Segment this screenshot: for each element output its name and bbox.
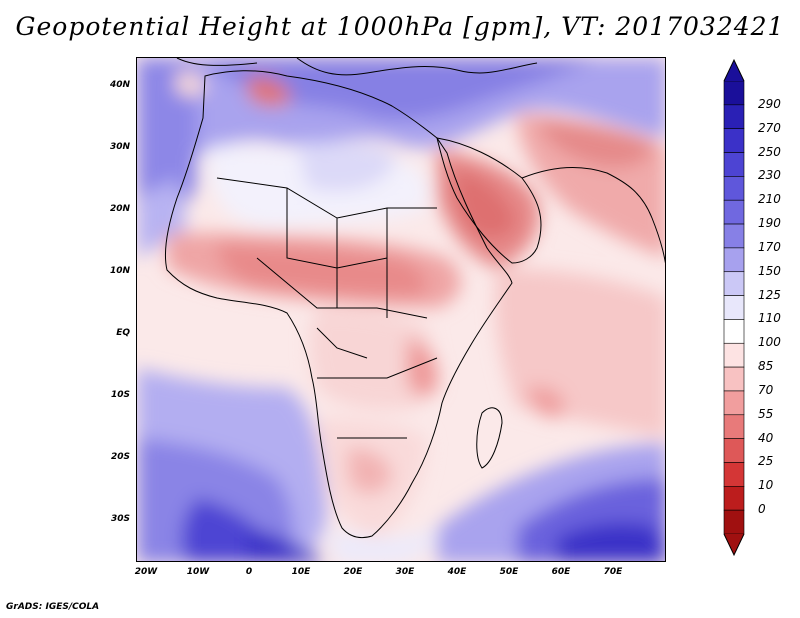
lat-label: 40N: [109, 80, 130, 90]
colorbar-label: 250: [758, 144, 781, 159]
lon-label: 40E: [447, 567, 467, 577]
lat-label: 20S: [110, 452, 130, 462]
colorbar-cell: [723, 414, 745, 439]
lon-label: 60E: [551, 567, 571, 577]
colorbar-label: 190: [758, 216, 781, 231]
lat-label: 20N: [109, 204, 130, 214]
colorbar-cell: [723, 486, 745, 511]
lon-label: 20W: [134, 567, 158, 577]
colorbar-label: 85: [758, 359, 774, 374]
colorbar-label: 230: [758, 168, 781, 183]
lon-label: 0: [245, 567, 253, 577]
lat-label: 30N: [109, 142, 130, 152]
colorbar: [723, 58, 745, 557]
colorbar-label: 100: [758, 335, 781, 350]
lon-label: 70E: [603, 567, 623, 577]
lat-label: 30S: [110, 514, 130, 524]
lat-label: 10S: [110, 390, 130, 400]
colorbar-cell: [723, 319, 745, 344]
lon-label: 30E: [395, 567, 415, 577]
lat-label: 10N: [109, 266, 130, 276]
colorbar-cell: [723, 462, 745, 487]
colorbar-cell: [723, 438, 745, 463]
colorbar-label: 70: [758, 382, 774, 397]
colorbar-cell: [723, 223, 745, 249]
colorbar-label: 25: [758, 454, 774, 469]
lat-label: EQ: [116, 328, 130, 338]
colorbar-label: 10: [758, 478, 774, 493]
colorbar-cell: [723, 295, 745, 320]
map-title: Geopotential Height at 1000hPa [gpm], VT…: [15, 12, 785, 41]
map-area: [136, 57, 666, 562]
colorbar-label: 55: [758, 406, 774, 421]
colorbar-cell: [723, 152, 745, 177]
credit-text: GrADS: IGES/COLA: [6, 602, 100, 612]
colorbar-label: 170: [758, 239, 781, 254]
colorbar-label: 110: [758, 311, 781, 326]
colorbar-cell: [723, 390, 745, 416]
colorbar-cell: [723, 80, 745, 106]
colorbar-cell: [723, 199, 745, 225]
lon-label: 50E: [499, 567, 519, 577]
colorbar-label: 270: [758, 120, 781, 135]
colorbar-label: 150: [758, 263, 781, 278]
colorbar-cell: [723, 366, 745, 392]
lon-label: 20E: [343, 567, 363, 577]
colorbar-cell: [723, 247, 745, 273]
colorbar-bottom-arrow: [723, 533, 745, 557]
colorbar-label: 125: [758, 287, 781, 302]
geopotential-field: [137, 58, 665, 561]
colorbar-cell: [723, 104, 745, 129]
lon-label: 10E: [291, 567, 311, 577]
colorbar-cell: [723, 271, 745, 296]
colorbar-cell: [723, 128, 745, 153]
colorbar-cell: [723, 342, 745, 368]
colorbar-cell: [723, 509, 745, 535]
colorbar-top-arrow: [723, 58, 745, 82]
colorbar-label: 40: [758, 430, 774, 445]
lon-label: 10W: [186, 567, 210, 577]
colorbar-label: 0: [758, 502, 766, 517]
colorbar-label: 290: [758, 96, 781, 111]
colorbar-label: 210: [758, 192, 781, 207]
colorbar-cell: [723, 176, 745, 201]
